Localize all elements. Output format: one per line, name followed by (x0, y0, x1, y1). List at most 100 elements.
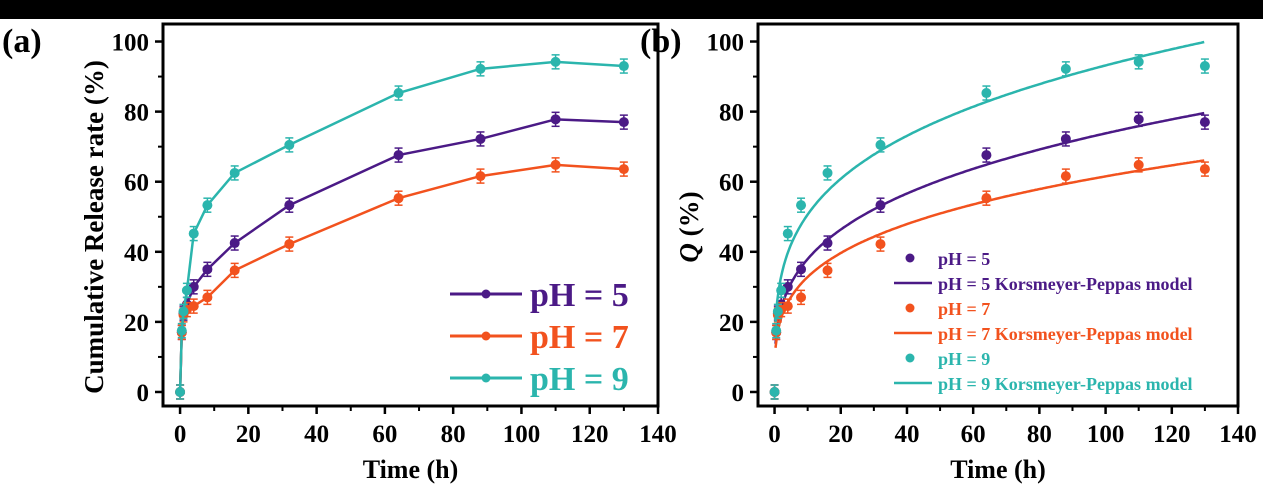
legend-label: pH = 7 (938, 299, 990, 319)
y-tick-label: 40 (124, 240, 149, 267)
x-tick-label: 20 (828, 421, 853, 448)
data-point (202, 200, 213, 211)
data-point (284, 139, 295, 150)
x-axis-label: Time (h) (950, 455, 1046, 484)
y-tick-label: 100 (707, 30, 745, 57)
data-point (475, 63, 486, 74)
data-point (550, 56, 561, 67)
data-point (1199, 164, 1210, 175)
x-tick-label: 120 (571, 421, 609, 448)
panel-label: (b) (640, 23, 682, 60)
legend-marker (481, 373, 491, 383)
legend-marker (905, 253, 915, 263)
data-point (550, 159, 561, 170)
y-tick-label: 80 (719, 100, 744, 127)
data-point (1133, 56, 1144, 67)
data-point (1133, 159, 1144, 170)
legend-label: pH = 9 Korsmeyer-Peppas model (938, 374, 1193, 394)
data-point (875, 139, 886, 150)
data-point (202, 292, 213, 303)
x-tick-label: 80 (441, 421, 466, 448)
data-point (178, 306, 189, 317)
legend-marker (481, 289, 491, 299)
panel-label: (a) (2, 23, 42, 60)
data-point (796, 292, 807, 303)
data-point (822, 265, 833, 276)
x-tick-label: 120 (1153, 421, 1191, 448)
data-point (229, 167, 240, 178)
data-point (393, 88, 404, 99)
y-axis-label: Q (%) (674, 191, 704, 262)
data-point (1199, 61, 1210, 72)
panel-b: (b) 0 20 40 60 80 100 120 140 0 20 40 60 80 100 Time (h… (640, 22, 1257, 484)
x-tick-label: 140 (639, 421, 677, 448)
legend-marker (905, 353, 915, 363)
data-point (284, 200, 295, 211)
data-point (822, 167, 833, 178)
legend-label: pH = 5 Korsmeyer-Peppas model (938, 274, 1193, 294)
y-axis-label-italic: Q (674, 243, 704, 263)
data-point (229, 265, 240, 276)
data-point (475, 133, 486, 144)
data-point (1060, 171, 1071, 182)
data-point (202, 264, 213, 275)
panel-a: (a) 0 20 40 60 80 100 120 140 0 20 40 60 80 100 Time (h… (2, 22, 677, 484)
data-point (782, 228, 793, 239)
data-point (1133, 114, 1144, 125)
y-tick-label: 20 (124, 310, 149, 337)
legend-label: pH = 9 (530, 361, 629, 398)
data-point (771, 325, 782, 336)
data-point (769, 386, 780, 397)
y-tick-label: 60 (719, 170, 744, 197)
data-point (393, 193, 404, 204)
data-point (618, 117, 629, 128)
model-curve (774, 40, 1205, 323)
data-point (393, 150, 404, 161)
plot-frame (756, 22, 1240, 408)
y-axis-label: Cumulative Release rate (%) (79, 60, 109, 394)
x-tick-label: 40 (304, 421, 329, 448)
y-tick-label: 0 (137, 380, 150, 407)
top-bar (0, 0, 1263, 19)
legend-label: pH = 5 (530, 277, 629, 314)
legend-label: pH = 7 (530, 319, 629, 356)
data-point (229, 238, 240, 249)
data-point (618, 61, 629, 72)
data-point (796, 200, 807, 211)
model-curve (774, 111, 1205, 344)
data-point (1199, 117, 1210, 128)
data-point (981, 150, 992, 161)
data-point (188, 228, 199, 239)
y-axis-label-unit: (%) (674, 191, 704, 243)
data-point (550, 114, 561, 125)
x-tick-label: 20 (236, 421, 261, 448)
data-point (1060, 63, 1071, 74)
y-tick-label: 100 (112, 30, 150, 57)
legend-marker (905, 303, 915, 313)
model-curve (774, 159, 1205, 348)
legend-label: pH = 9 (938, 349, 990, 369)
x-tick-label: 0 (768, 421, 781, 448)
x-tick-label: 80 (1027, 421, 1052, 448)
y-tick-label: 20 (719, 310, 744, 337)
x-tick-label: 0 (174, 421, 187, 448)
x-tick-label: 100 (1087, 421, 1125, 448)
y-tick-label: 60 (124, 170, 149, 197)
x-tick-label: 100 (503, 421, 541, 448)
y-tick-label: 40 (719, 240, 744, 267)
legend-label: pH = 7 Korsmeyer-Peppas model (938, 324, 1193, 344)
data-point (188, 301, 199, 312)
legend-label: pH = 5 (938, 249, 990, 269)
data-point (475, 171, 486, 182)
data-point (618, 164, 629, 175)
x-tick-label: 60 (372, 421, 397, 448)
data-point (981, 88, 992, 99)
data-point (284, 239, 295, 250)
x-axis-label: Time (h) (363, 455, 459, 484)
x-tick-label: 40 (894, 421, 919, 448)
data-point (176, 325, 187, 336)
plot-frame (161, 22, 660, 408)
data-point (181, 285, 192, 296)
